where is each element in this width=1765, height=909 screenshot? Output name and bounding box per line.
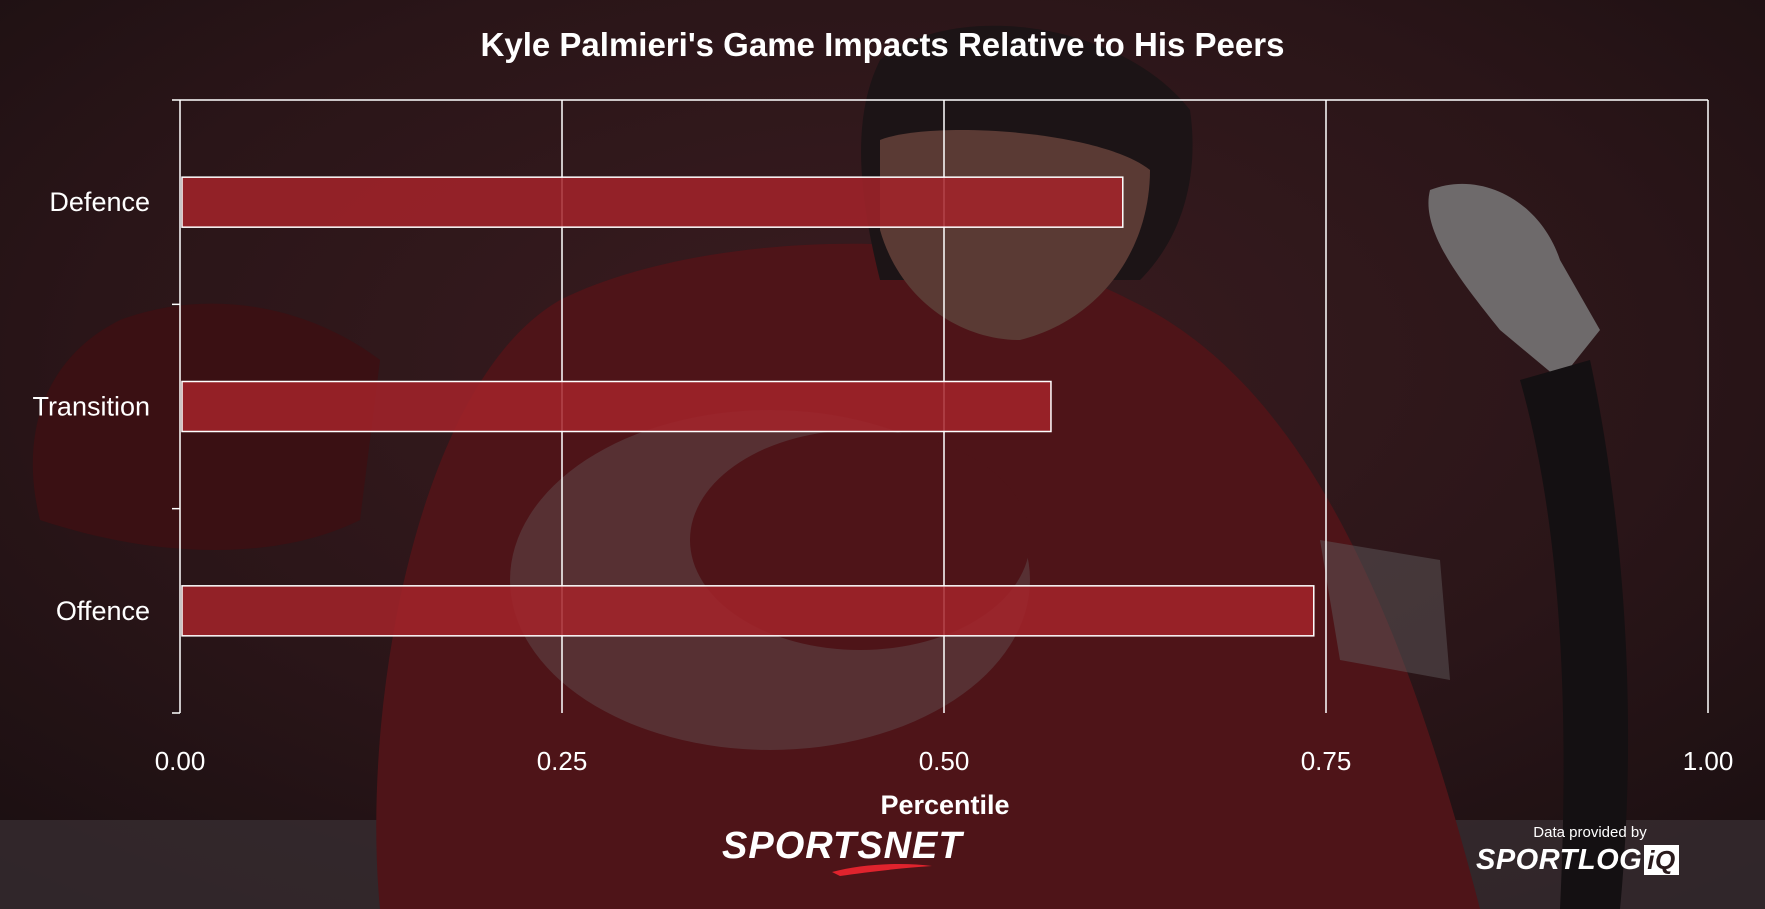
x-tick-labels: 0.00 0.25 0.50 0.75 1.00 [155, 746, 1734, 776]
category-label: Offence [56, 596, 150, 626]
y-axis [172, 99, 181, 714]
sportsnet-logo-text: SPORTSNET [722, 825, 963, 867]
bar-transition [181, 380, 1052, 433]
bar-defence [181, 176, 1124, 228]
category-label: Transition [32, 392, 150, 422]
sportlogiq-logo-box: iQ [1644, 845, 1679, 875]
sportlogiq-logo-text: SPORTLOG [1476, 843, 1643, 876]
chart-title: Kyle Palmieri's Game Impacts Relative to… [480, 26, 1285, 63]
sportlogiq-logo: SPORTLOG iQ [1476, 843, 1679, 877]
x-tick-label: 1.00 [1683, 746, 1734, 776]
swoosh-icon [832, 864, 932, 876]
bars [181, 176, 1315, 637]
x-tick-label: 0.25 [537, 746, 588, 776]
bar-offence [181, 585, 1315, 637]
x-tick-label: 0.75 [1301, 746, 1352, 776]
category-label: Defence [49, 187, 150, 217]
sportsnet-logo: SPORTSNET [722, 826, 963, 876]
x-tick-label: 0.00 [155, 746, 206, 776]
x-axis-title: Percentile [880, 790, 1010, 820]
x-tick-label: 0.50 [919, 746, 970, 776]
data-credit: Data provided by [1533, 824, 1647, 841]
category-labels: Defence Transition Offence [32, 187, 150, 626]
